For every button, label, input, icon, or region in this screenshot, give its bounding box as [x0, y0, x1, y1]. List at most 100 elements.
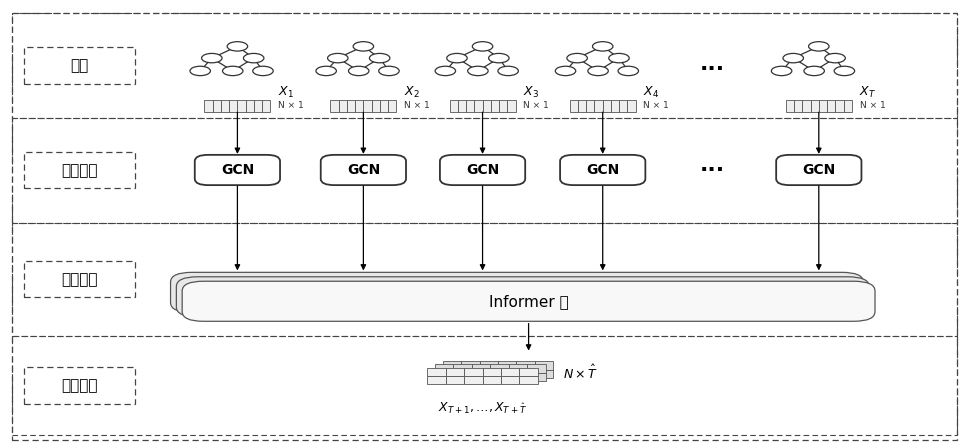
Text: 空间特征: 空间特征 [61, 163, 98, 178]
Bar [535, 361, 553, 370]
FancyBboxPatch shape [440, 155, 525, 185]
Text: 预测输出: 预测输出 [61, 378, 98, 393]
Bar [204, 100, 213, 112]
Bar [499, 100, 508, 112]
Circle shape [316, 66, 336, 76]
Bar [435, 364, 453, 373]
Bar [498, 361, 516, 370]
Bar [786, 100, 794, 112]
Circle shape [468, 66, 488, 76]
Bar [12, 13, 957, 118]
Bar [472, 364, 490, 373]
Bar [490, 373, 509, 381]
Bar [330, 100, 338, 112]
Bar [427, 376, 446, 384]
FancyBboxPatch shape [321, 155, 406, 185]
Bar [262, 100, 270, 112]
Bar [237, 100, 246, 112]
Circle shape [555, 66, 576, 76]
Bar [461, 361, 480, 370]
Text: GCN: GCN [466, 163, 499, 177]
Circle shape [592, 42, 613, 51]
Bar [509, 364, 527, 373]
Text: GCN: GCN [221, 163, 254, 177]
Circle shape [447, 53, 467, 63]
Bar [509, 373, 527, 381]
Circle shape [488, 53, 509, 63]
Bar [453, 364, 472, 373]
Circle shape [223, 66, 243, 76]
Bar [453, 373, 472, 381]
Circle shape [227, 42, 248, 51]
Bar [610, 100, 619, 112]
Bar [586, 100, 594, 112]
Text: ···: ··· [700, 59, 725, 79]
Bar [501, 376, 519, 384]
Bar [490, 364, 509, 373]
Bar [12, 222, 957, 336]
Text: $X_{4}$: $X_{4}$ [643, 85, 659, 100]
Bar [371, 100, 380, 112]
Bar [254, 100, 262, 112]
Text: N × 1: N × 1 [643, 101, 670, 110]
Bar [457, 100, 466, 112]
Bar [802, 100, 810, 112]
Bar [835, 100, 843, 112]
Text: GCN: GCN [802, 163, 835, 177]
Circle shape [834, 66, 855, 76]
Bar [474, 100, 483, 112]
Bar [794, 100, 802, 112]
Circle shape [783, 53, 803, 63]
Bar [24, 368, 136, 404]
Text: N × 1: N × 1 [523, 101, 549, 110]
Text: $X_{3}$: $X_{3}$ [523, 85, 539, 100]
Circle shape [825, 53, 845, 63]
Bar [483, 368, 501, 376]
Circle shape [609, 53, 629, 63]
Bar [628, 100, 636, 112]
Circle shape [618, 66, 639, 76]
Text: GCN: GCN [347, 163, 380, 177]
Bar [246, 100, 254, 112]
Bar [603, 100, 610, 112]
Circle shape [567, 53, 587, 63]
Bar [380, 100, 388, 112]
Bar [578, 100, 586, 112]
Bar [480, 361, 498, 370]
Bar [443, 370, 461, 378]
FancyBboxPatch shape [176, 277, 869, 317]
Circle shape [190, 66, 210, 76]
Text: 输入: 输入 [71, 58, 88, 73]
Text: N × 1: N × 1 [278, 101, 304, 110]
Bar [12, 336, 957, 435]
Circle shape [498, 66, 518, 76]
Bar [483, 100, 490, 112]
Bar [12, 118, 957, 222]
Bar [535, 370, 553, 378]
FancyBboxPatch shape [195, 155, 280, 185]
Circle shape [771, 66, 792, 76]
Bar [435, 373, 453, 381]
Bar [472, 373, 490, 381]
Circle shape [379, 66, 399, 76]
Bar [461, 370, 480, 378]
Circle shape [588, 66, 609, 76]
Bar [843, 100, 852, 112]
Bar [347, 100, 355, 112]
Bar [516, 361, 535, 370]
Bar [501, 368, 519, 376]
FancyBboxPatch shape [776, 155, 861, 185]
Bar [570, 100, 578, 112]
Bar [464, 376, 483, 384]
Bar [213, 100, 221, 112]
Bar [24, 261, 136, 297]
Bar [427, 368, 446, 376]
Bar [619, 100, 628, 112]
Circle shape [253, 66, 273, 76]
Bar [827, 100, 835, 112]
Bar [516, 370, 535, 378]
FancyBboxPatch shape [171, 272, 863, 312]
Bar [450, 100, 457, 112]
Bar [498, 370, 516, 378]
Bar [519, 376, 538, 384]
